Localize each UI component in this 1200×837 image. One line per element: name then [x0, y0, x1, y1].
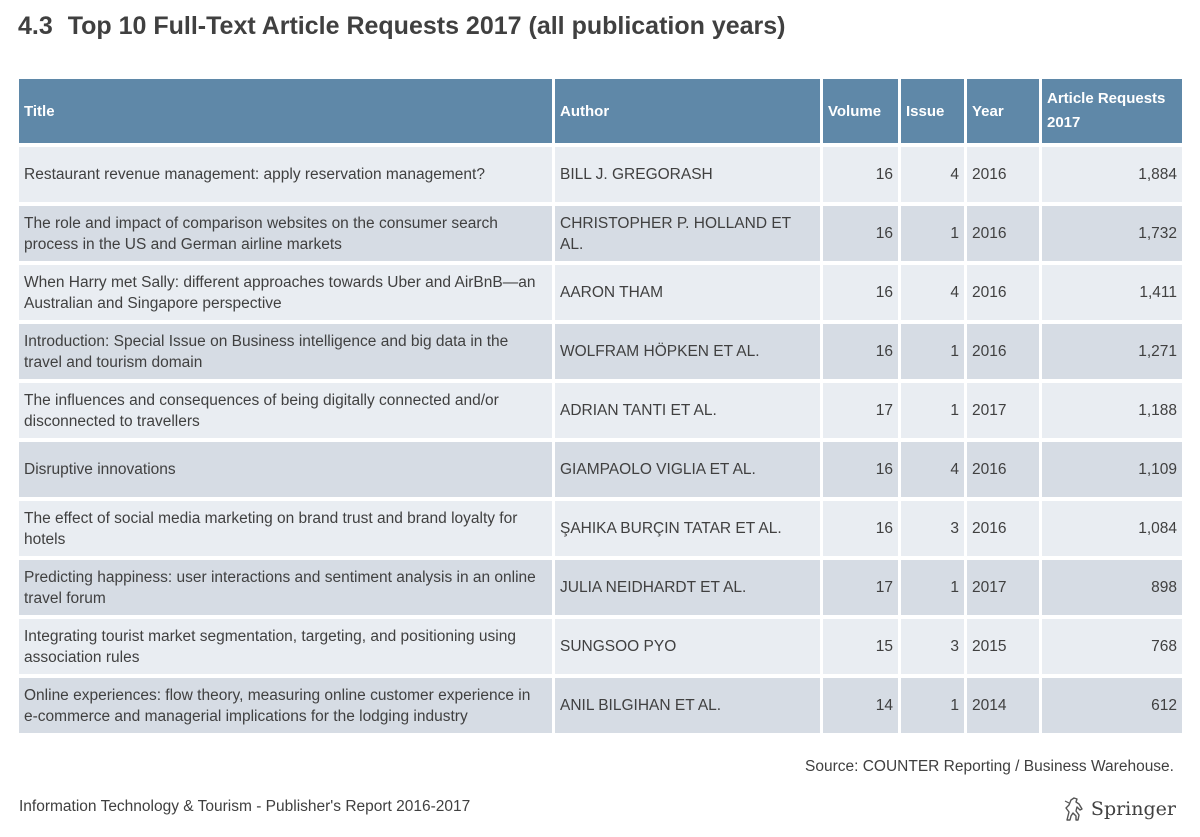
cell-title: Predicting happiness: user interactions …: [19, 560, 552, 615]
table-header-row: Title Author Volume Issue Year Article R…: [19, 79, 1182, 143]
cell-title: Introduction: Special Issue on Business …: [19, 324, 552, 379]
table-row: Restaurant revenue management: apply res…: [19, 147, 1182, 202]
page-title: 4.3 Top 10 Full-Text Article Requests 20…: [18, 12, 786, 41]
article-requests-table: Title Author Volume Issue Year Article R…: [16, 75, 1185, 737]
table-row: Predicting happiness: user interactions …: [19, 560, 1182, 615]
cell-volume: 16: [823, 324, 898, 379]
cell-article-requests: 612: [1042, 678, 1182, 733]
cell-article-requests: 1,411: [1042, 265, 1182, 320]
column-header-article-requests: Article Requests 2017: [1042, 79, 1182, 143]
source-note: Source: COUNTER Reporting / Business War…: [805, 758, 1174, 775]
cell-author: WOLFRAM HÖPKEN ET AL.: [555, 324, 820, 379]
cell-issue: 3: [901, 501, 964, 556]
cell-volume: 14: [823, 678, 898, 733]
cell-author: AARON THAM: [555, 265, 820, 320]
table-body: Restaurant revenue management: apply res…: [19, 147, 1182, 733]
cell-title: When Harry met Sally: different approach…: [19, 265, 552, 320]
cell-article-requests: 1,271: [1042, 324, 1182, 379]
column-header-issue: Issue: [901, 79, 964, 143]
cell-title: Disruptive innovations: [19, 442, 552, 497]
cell-issue: 1: [901, 324, 964, 379]
footer-report-name: Information Technology & Tourism - Publi…: [19, 798, 471, 815]
brand-name: Springer: [1090, 798, 1176, 820]
cell-year: 2015: [967, 619, 1039, 674]
table-container: Title Author Volume Issue Year Article R…: [19, 79, 1182, 733]
cell-year: 2016: [967, 265, 1039, 320]
cell-year: 2016: [967, 206, 1039, 261]
cell-title: The influences and consequences of being…: [19, 383, 552, 438]
cell-year: 2016: [967, 442, 1039, 497]
cell-author: ŞAHIKA BURÇIN TATAR ET AL.: [555, 501, 820, 556]
cell-title: Integrating tourist market segmentation,…: [19, 619, 552, 674]
cell-issue: 1: [901, 383, 964, 438]
cell-article-requests: 1,884: [1042, 147, 1182, 202]
cell-volume: 16: [823, 147, 898, 202]
cell-year: 2017: [967, 560, 1039, 615]
cell-author: ADRIAN TANTI ET AL.: [555, 383, 820, 438]
cell-title: The role and impact of comparison websit…: [19, 206, 552, 261]
cell-issue: 1: [901, 560, 964, 615]
cell-author: SUNGSOO PYO: [555, 619, 820, 674]
table-row: Disruptive innovations GIAMPAOLO VIGLIA E…: [19, 442, 1182, 497]
cell-volume: 16: [823, 442, 898, 497]
cell-issue: 1: [901, 678, 964, 733]
table-row: When Harry met Sally: different approach…: [19, 265, 1182, 320]
table-row: Integrating tourist market segmentation,…: [19, 619, 1182, 674]
cell-year: 2016: [967, 324, 1039, 379]
cell-issue: 4: [901, 147, 964, 202]
cell-article-requests: 1,109: [1042, 442, 1182, 497]
cell-issue: 3: [901, 619, 964, 674]
table-row: Introduction: Special Issue on Business …: [19, 324, 1182, 379]
cell-issue: 4: [901, 265, 964, 320]
cell-year: 2016: [967, 147, 1039, 202]
cell-year: 2014: [967, 678, 1039, 733]
column-header-title: Title: [19, 79, 552, 143]
cell-issue: 4: [901, 442, 964, 497]
column-header-year: Year: [967, 79, 1039, 143]
cell-year: 2016: [967, 501, 1039, 556]
cell-article-requests: 1,732: [1042, 206, 1182, 261]
cell-article-requests: 898: [1042, 560, 1182, 615]
table-row: The influences and consequences of being…: [19, 383, 1182, 438]
cell-title: Online experiences: flow theory, measuri…: [19, 678, 552, 733]
cell-author: GIAMPAOLO VIGLIA ET AL.: [555, 442, 820, 497]
cell-title: Restaurant revenue management: apply res…: [19, 147, 552, 202]
cell-volume: 17: [823, 560, 898, 615]
cell-volume: 16: [823, 206, 898, 261]
cell-author: BILL J. GREGORASH: [555, 147, 820, 202]
cell-issue: 1: [901, 206, 964, 261]
cell-volume: 15: [823, 619, 898, 674]
cell-title: The effect of social media marketing on …: [19, 501, 552, 556]
column-header-volume: Volume: [823, 79, 898, 143]
cell-volume: 16: [823, 265, 898, 320]
cell-article-requests: 1,084: [1042, 501, 1182, 556]
table-row: Online experiences: flow theory, measuri…: [19, 678, 1182, 733]
cell-article-requests: 1,188: [1042, 383, 1182, 438]
cell-author: ANIL BILGIHAN ET AL.: [555, 678, 820, 733]
cell-volume: 16: [823, 501, 898, 556]
cell-author: CHRISTOPHER P. HOLLAND ET AL.: [555, 206, 820, 261]
springer-logo: Springer: [1063, 796, 1176, 822]
table-row: The role and impact of comparison websit…: [19, 206, 1182, 261]
table-row: The effect of social media marketing on …: [19, 501, 1182, 556]
section-title: Top 10 Full-Text Article Requests 2017 (…: [67, 12, 786, 40]
cell-author: JULIA NEIDHARDT ET AL.: [555, 560, 820, 615]
cell-volume: 17: [823, 383, 898, 438]
column-header-author: Author: [555, 79, 820, 143]
cell-year: 2017: [967, 383, 1039, 438]
springer-horse-icon: [1064, 797, 1083, 821]
section-number: 4.3: [18, 12, 53, 40]
cell-article-requests: 768: [1042, 619, 1182, 674]
